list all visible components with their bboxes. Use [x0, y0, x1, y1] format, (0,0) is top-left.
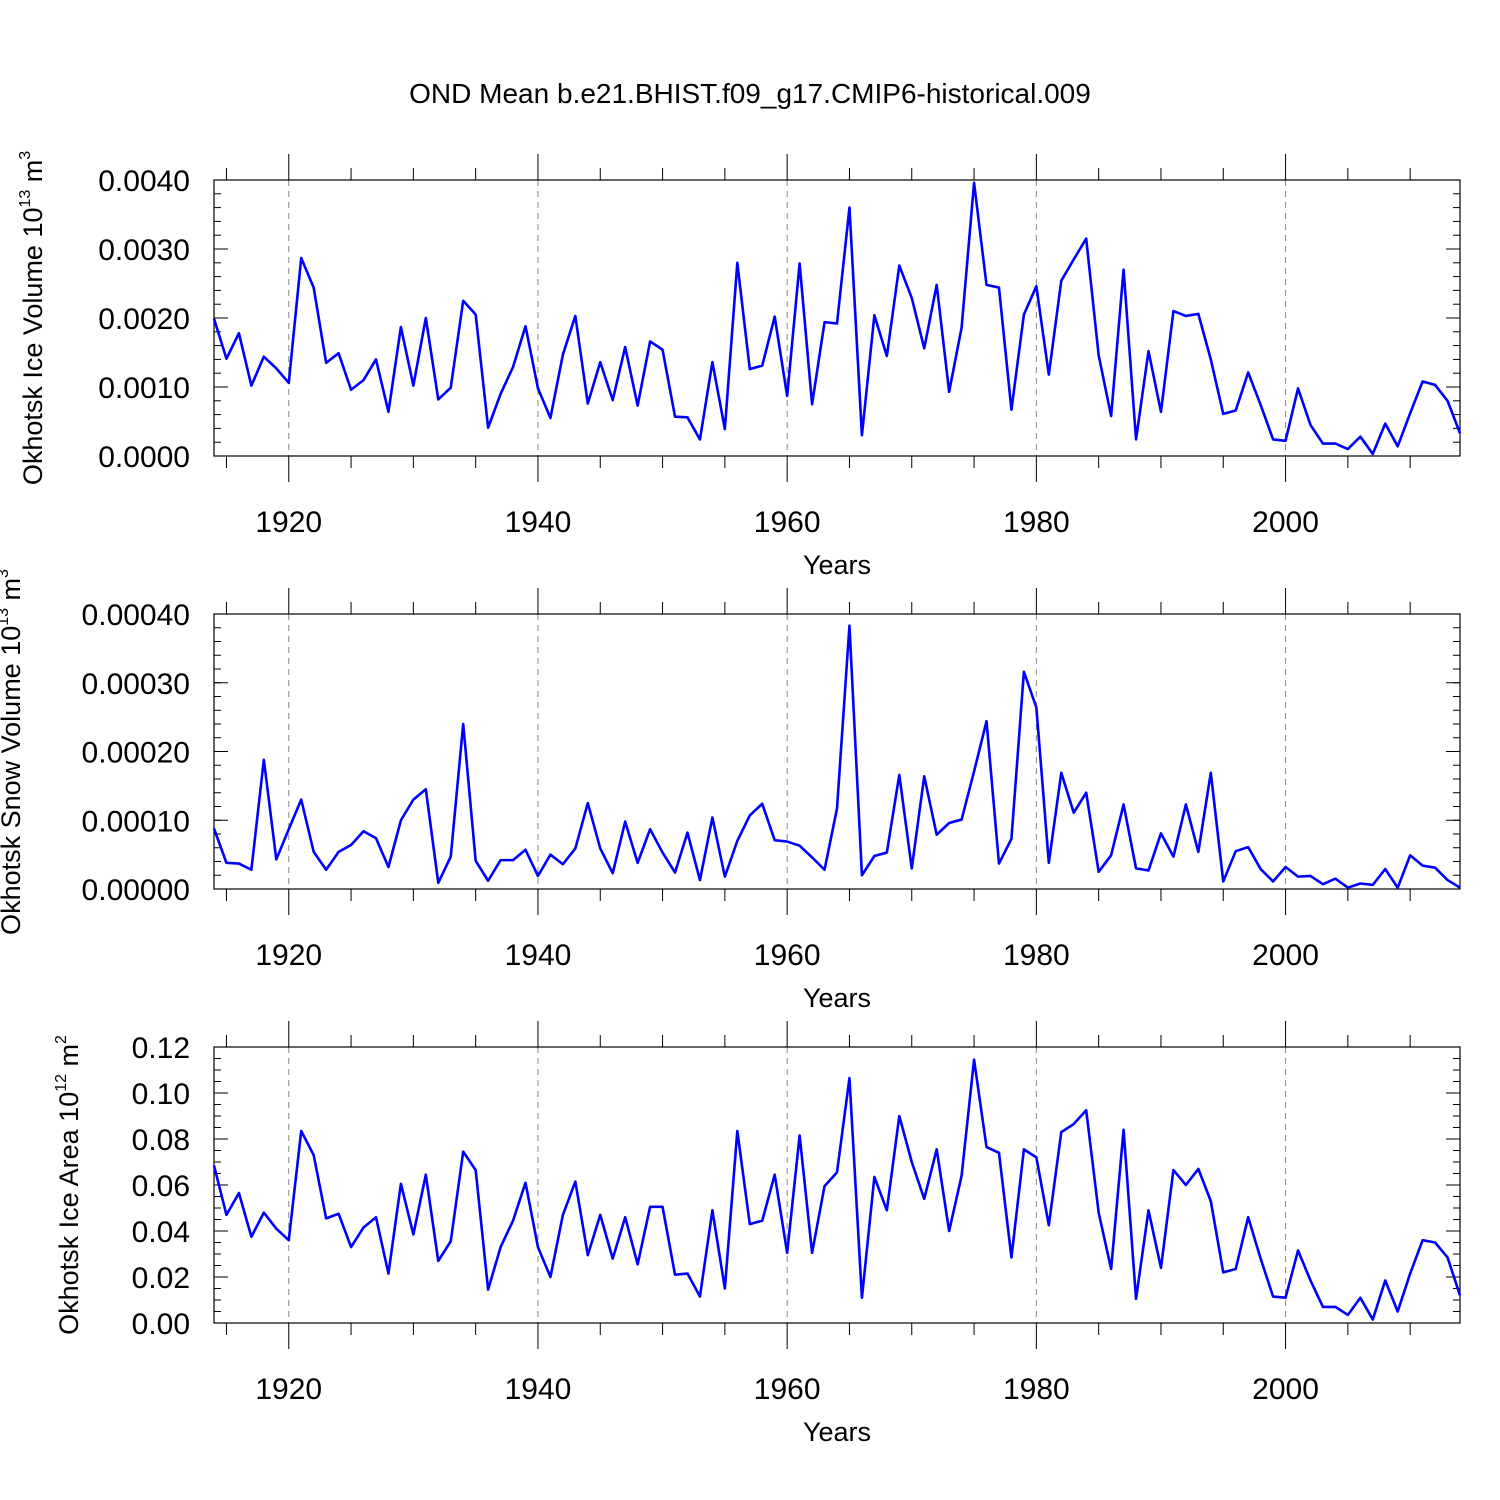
panel-1-y-axis-title-text: Okhotsk Ice Volume 10: [18, 208, 48, 486]
panel-3-series-line: [212, 1058, 1462, 1321]
panel-2-y-axis-title: Okhotsk Snow Volume 1013 m3: [0, 569, 26, 935]
panel-2-y-tick-label: 0.00040: [82, 599, 190, 632]
panel-3-y-tick-label: 0.02: [132, 1262, 190, 1295]
panel-1-y-tick-label: 0.0020: [98, 303, 190, 336]
panel-3-x-tick-label: 1960: [754, 1373, 821, 1406]
panel-2-x-tick-label: 1960: [754, 939, 821, 972]
panel-3-y-tick-label: 0.06: [132, 1170, 190, 1203]
panel-1-y-axis-title-exp: 13: [17, 190, 34, 208]
panel-3-x-tick-label: 1980: [1003, 1373, 1070, 1406]
panel-2-tick-labels: 1920 1940 1960 1980 2000 0.00000 0.00010 0.0002…: [82, 599, 1319, 972]
panel-1-y-tick-label: 0.0000: [98, 441, 190, 474]
panel-2-x-axis-title: Years: [803, 983, 871, 1013]
panel-2-y-axis-title-unit: m: [0, 578, 26, 608]
panel-2-y-axis-title-exp: 13: [0, 608, 12, 626]
panel-3-y-axis-title-unit-exp: 2: [53, 1035, 70, 1044]
panel-3-y-tick-label: 0.12: [132, 1032, 190, 1065]
panel-2-y-axis-title-unit-exp: 3: [0, 569, 12, 578]
panel-2-frame: [213, 613, 1461, 890]
panel-3-x-tick-label: 1920: [255, 1373, 322, 1406]
panel-3-grid: [288, 1047, 1287, 1323]
panel-3-frame: [213, 1046, 1461, 1324]
panel-snow-volume: 1920 1940 1960 1980 2000 0.00000 0.00010 0.0002…: [0, 569, 1461, 1013]
panel-3-tick-labels: 1920 1940 1960 1980 2000 0.00 0.02 0.04 0.06 0.08…: [132, 1032, 1319, 1406]
panel-1-frame: [213, 179, 1461, 457]
panel-2-y-tick-label: 0.00030: [82, 668, 190, 701]
panel-2-x-tick-label: 1940: [505, 939, 572, 972]
panel-3-x-tick-label: 2000: [1252, 1373, 1319, 1406]
panel-ice-area: 1920 1940 1960 1980 2000 0.00 0.02 0.04 0.06 0.08…: [53, 1021, 1462, 1447]
panel-2-y-tick-label: 0.00020: [82, 737, 190, 770]
panel-3-y-axis-title-unit: m: [54, 1044, 84, 1074]
panel-2-y-tick-label: 0.00010: [82, 805, 190, 838]
panel-2-x-tick-label: 1920: [255, 939, 322, 972]
panel-2-series-line: [212, 624, 1461, 889]
panel-2-ticks: [214, 588, 1460, 915]
panel-3-x-axis-title: Years: [803, 1417, 871, 1447]
panel-3-y-axis-title: Okhotsk Ice Area 1012 m2: [53, 1035, 84, 1335]
panel-1-y-axis-title-unit: m: [18, 160, 48, 190]
panel-1-y-tick-label: 0.0040: [98, 165, 190, 198]
panel-1-ticks: [214, 154, 1460, 482]
panel-3-x-tick-label: 1940: [505, 1373, 572, 1406]
panel-3-y-tick-label: 0.00: [132, 1308, 190, 1341]
panel-2-grid: [288, 614, 1287, 889]
panel-2-x-tick-label: 1980: [1003, 939, 1070, 972]
panel-1-x-tick-label: 1920: [255, 506, 322, 539]
panel-3-y-axis-title-text: Okhotsk Ice Area 10: [54, 1092, 84, 1335]
panel-2-x-tick-label: 2000: [1252, 939, 1319, 972]
panel-1-x-tick-label: 2000: [1252, 506, 1319, 539]
panel-1-grid: [288, 180, 1287, 456]
panel-1-tick-labels: 1920 1940 1960 1980 2000 0.0000 0.0010 0.0020 0.…: [98, 165, 1319, 539]
panel-1-x-tick-label: 1980: [1003, 506, 1070, 539]
panel-1-y-axis-title: Okhotsk Ice Volume 1013 m3: [17, 151, 48, 485]
panel-3-y-tick-label: 0.10: [132, 1078, 190, 1111]
panel-1-y-tick-label: 0.0030: [98, 234, 190, 267]
panel-3-y-axis-title-exp: 12: [53, 1074, 70, 1092]
panel-2-y-tick-label: 0.00000: [82, 874, 190, 907]
panel-1-y-axis-title-unit-exp: 3: [17, 151, 34, 160]
panel-1-series-line: [212, 181, 1462, 456]
panel-2-y-axis-title-text: Okhotsk Snow Volume 10: [0, 626, 26, 935]
panel-ice-volume: 1920 1940 1960 1980 2000 0.0000 0.0010 0.0020 0.…: [17, 151, 1462, 580]
panel-1-x-axis-title: Years: [803, 550, 871, 580]
panel-3-y-tick-label: 0.08: [132, 1124, 190, 1157]
panel-3-y-tick-label: 0.04: [132, 1216, 190, 1249]
chart-title: OND Mean b.e21.BHIST.f09_g17.CMIP6-histo…: [409, 78, 1091, 109]
panel-1-x-tick-label: 1940: [505, 506, 572, 539]
panel-1-y-tick-label: 0.0010: [98, 372, 190, 405]
panel-1-x-tick-label: 1960: [754, 506, 821, 539]
